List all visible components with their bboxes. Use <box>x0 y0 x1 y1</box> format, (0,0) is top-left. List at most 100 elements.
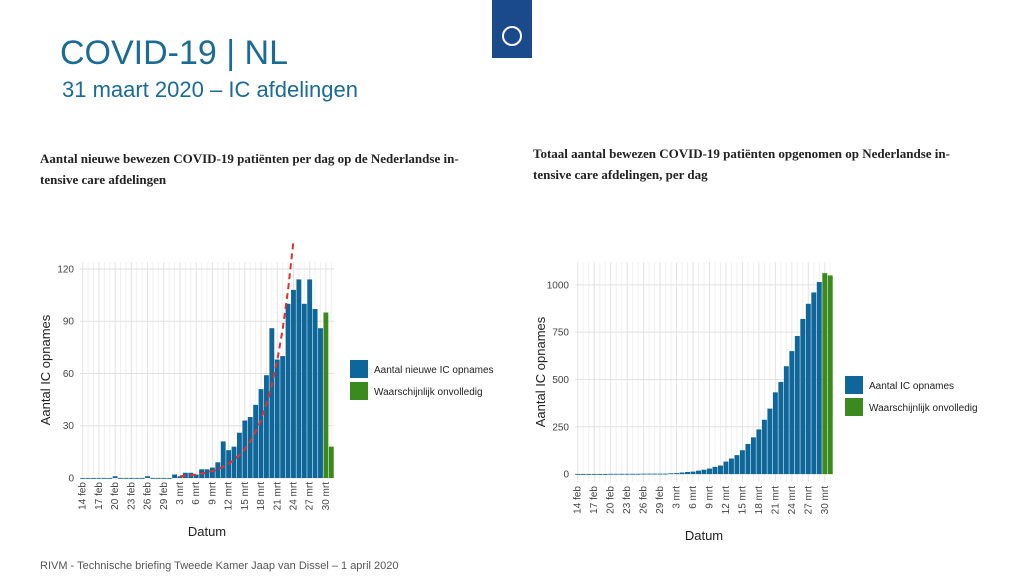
y-axis-label: Aantal IC opnames <box>38 314 53 425</box>
bar <box>586 474 592 475</box>
bar <box>756 429 762 475</box>
x-tick-label: 18 mrt <box>754 486 765 515</box>
x-tick-label: 12 mrt <box>721 486 732 515</box>
x-tick-label: 30 mrt <box>820 486 831 515</box>
bar <box>312 309 318 478</box>
bar <box>641 473 647 475</box>
bar <box>602 474 608 475</box>
x-tick-label: 9 mrt <box>704 486 715 509</box>
bar <box>307 279 313 478</box>
bar <box>101 478 107 479</box>
bar <box>134 478 140 479</box>
x-tick-label: 24 mrt <box>787 486 798 515</box>
bar <box>247 417 253 478</box>
bar <box>778 381 784 475</box>
x-axis-label: Datum <box>188 524 226 539</box>
y-tick-label: 120 <box>57 264 74 275</box>
y-tick-label: 60 <box>63 369 75 380</box>
bar <box>717 465 723 475</box>
bar <box>155 478 161 479</box>
y-tick-label: 750 <box>552 328 569 339</box>
x-axis-label: Datum <box>685 528 723 543</box>
x-tick-label: 6 mrt <box>191 482 202 505</box>
legend-key <box>845 398 863 416</box>
bar <box>91 478 96 479</box>
y-tick-label: 500 <box>552 375 569 386</box>
bar <box>827 275 833 475</box>
bar <box>728 458 734 475</box>
legend-label: Aantal nieuwe IC opnames <box>374 365 494 376</box>
slide-title: COVID-19 | NL <box>60 34 288 72</box>
x-tick-label: 27 mrt <box>803 486 814 515</box>
bar <box>761 419 767 475</box>
x-tick-label: 23 feb <box>622 486 633 514</box>
bar <box>745 443 751 475</box>
bar <box>285 303 291 478</box>
bar <box>608 473 614 475</box>
bar <box>139 478 145 479</box>
bar <box>783 366 789 475</box>
bar <box>707 468 712 475</box>
footer: RIVM - Technische briefing Tweede Kamer … <box>40 560 399 572</box>
bar <box>750 437 756 475</box>
x-tick-label: 29 feb <box>655 486 666 514</box>
bar <box>96 478 102 479</box>
x-tick-label: 23 feb <box>126 482 137 510</box>
y-tick-label: 1000 <box>547 280 570 291</box>
bar <box>663 473 669 475</box>
bar <box>679 472 685 475</box>
bar <box>145 476 150 478</box>
bar <box>619 473 625 475</box>
bar <box>811 292 817 475</box>
trend-line <box>179 240 295 478</box>
bar <box>231 446 237 478</box>
y-tick-label: 0 <box>68 474 74 485</box>
x-tick-label: 20 feb <box>110 482 121 510</box>
bar <box>215 462 221 478</box>
bar <box>318 328 323 478</box>
bar <box>291 289 296 478</box>
legend-label: Aantal IC opnames <box>869 381 954 392</box>
y-tick-label: 0 <box>563 470 569 481</box>
bar <box>301 303 307 478</box>
x-tick-label: 26 feb <box>639 486 650 514</box>
slide-subtitle: 31 maart 2020 – IC afdelingen <box>62 77 358 102</box>
chart-title: Aantal nieuwe bewezen COVID-19 patiënten… <box>40 151 459 166</box>
chart-title: tensive care afdelingen <box>40 172 167 187</box>
bar <box>794 335 800 475</box>
bar <box>723 461 729 475</box>
y-axis-label: Aantal IC opnames <box>533 316 548 427</box>
x-tick-label: 18 mrt <box>256 482 267 511</box>
bar <box>613 473 619 475</box>
legend-label: Waarschijnlijk onvolledig <box>869 403 978 414</box>
legend-key <box>350 360 368 378</box>
bar <box>739 450 745 475</box>
x-tick-label: 21 mrt <box>272 482 283 511</box>
x-tick-label: 6 mrt <box>688 486 699 509</box>
x-tick-label: 9 mrt <box>207 482 218 505</box>
bar <box>657 473 663 475</box>
bar <box>258 389 264 478</box>
bar <box>280 356 286 478</box>
bar <box>580 474 586 475</box>
bar <box>177 476 183 478</box>
y-tick-label: 30 <box>63 421 75 432</box>
x-tick-label: 3 mrt <box>175 482 186 505</box>
x-tick-label: 3 mrt <box>672 486 683 509</box>
bar <box>668 473 674 475</box>
x-tick-label: 17 feb <box>589 486 600 514</box>
bar <box>85 478 91 479</box>
bar <box>624 473 630 475</box>
legend-key <box>845 376 863 394</box>
bar <box>575 474 581 475</box>
x-tick-label: 12 mrt <box>224 482 235 511</box>
bar <box>112 476 118 478</box>
bar <box>253 404 259 478</box>
x-tick-label: 15 mrt <box>737 486 748 515</box>
x-tick-label: 29 feb <box>159 482 170 510</box>
bar <box>209 467 215 478</box>
bar <box>118 478 123 479</box>
bar <box>805 303 811 475</box>
chart-title: tensive care afdelingen, per dag <box>533 167 708 182</box>
